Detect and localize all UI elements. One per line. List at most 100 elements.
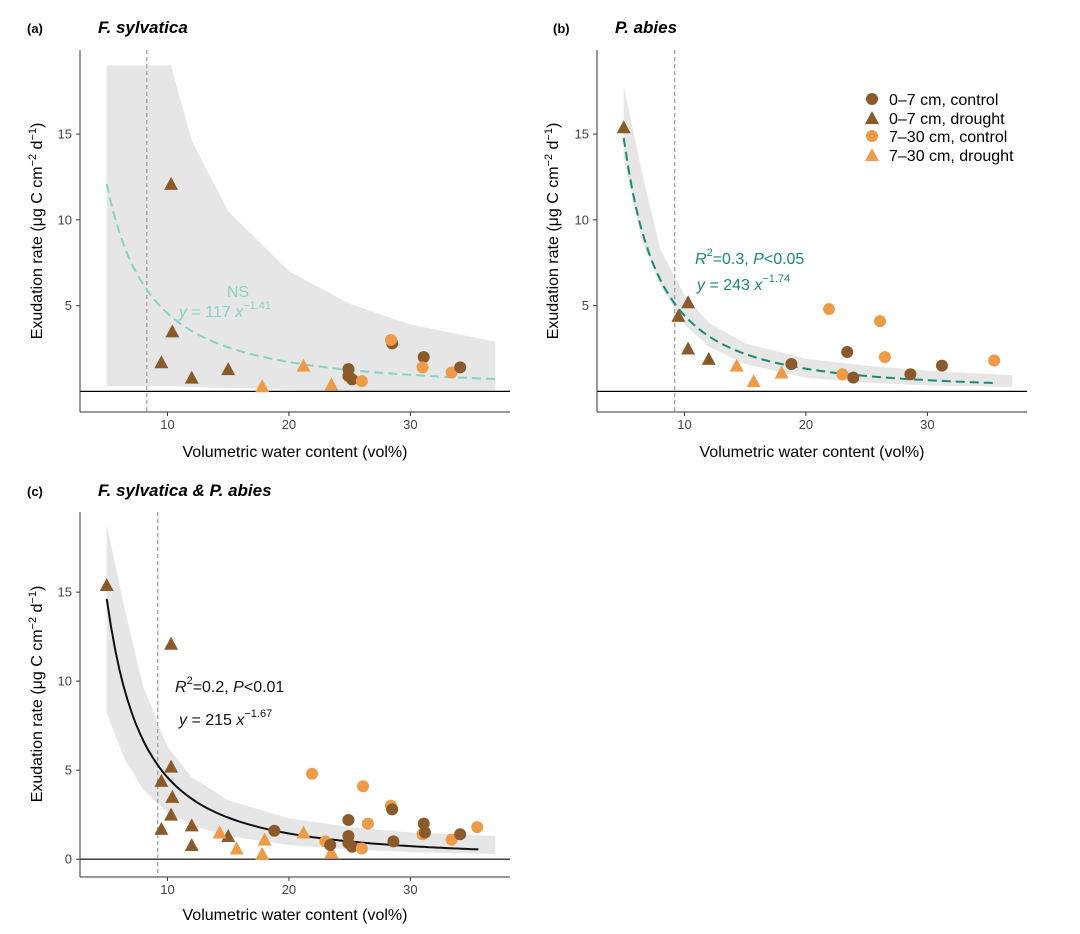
data-point-circle (417, 817, 430, 830)
y-axis-label: Exudation rate (μg C cm−2 d−1) (27, 123, 46, 340)
data-point-triangle (164, 807, 179, 821)
confidence-band (106, 65, 496, 391)
data-point-circle (878, 351, 891, 364)
data-point-circle (874, 315, 887, 328)
data-point-triangle (154, 821, 169, 835)
data-point-triangle (154, 773, 169, 787)
data-point-triangle (746, 374, 761, 388)
data-point-triangle (729, 358, 744, 372)
x-axis-label: Volumetric water content (vol%) (700, 444, 925, 461)
panel-title: F. sylvatica (98, 18, 188, 37)
data-point-circle (306, 767, 319, 780)
data-point-circle (346, 840, 359, 853)
x-tick-label: 10 (160, 417, 174, 432)
data-point-circle (935, 359, 948, 372)
data-point-circle (417, 351, 430, 364)
y-axis-label: Exudation rate (μg C cm−2 d−1) (543, 123, 562, 340)
data-point-triangle (164, 759, 179, 773)
fit-equation: y = 215 x−1.67 (178, 708, 272, 729)
data-point-triangle (184, 370, 199, 384)
data-point-circle (836, 368, 849, 381)
legend-marker (866, 130, 878, 142)
panel-label: (a) (27, 21, 43, 36)
data-point-triangle (701, 351, 716, 365)
data-point-circle (454, 828, 467, 841)
plot-area (80, 512, 510, 877)
panel-title: F. sylvatica & P. abies (98, 481, 272, 500)
data-point-triangle (221, 829, 236, 843)
x-tick-label: 30 (920, 417, 934, 432)
y-tick-label: 0 (65, 852, 72, 867)
legend-item: 7–30 cm, drought (865, 148, 1014, 165)
data-point-circle (823, 303, 836, 316)
confidence-band (106, 524, 496, 854)
legend-marker (865, 111, 879, 124)
data-point-circle (324, 838, 337, 851)
y-tick-label: 5 (582, 298, 589, 313)
data-point-circle (361, 817, 374, 830)
y-tick-label: 10 (575, 212, 589, 227)
x-tick-label: 20 (282, 417, 296, 432)
legend-label: 7–30 cm, control (889, 129, 1007, 146)
fit-statistics: R2=0.2, P<0.01 (175, 675, 284, 696)
panel-label: (b) (553, 21, 570, 36)
data-point-circle (841, 345, 854, 358)
axis-ticks: 10 20 30 5 10 15 (58, 127, 418, 432)
data-point-triangle (255, 846, 270, 860)
data-point-triangle (257, 832, 272, 846)
data-point-circle (342, 814, 355, 827)
legend-marker (866, 93, 878, 105)
data-point-circle (471, 821, 484, 834)
data-point-circle (988, 354, 1001, 367)
panel-a: (a) F. sylvatica 10 20 30 5 10 15 Volumetric … (27, 18, 510, 461)
data-point-triangle (165, 324, 180, 338)
data-point-triangle (164, 636, 179, 650)
data-point-circle (785, 357, 798, 370)
x-tick-label: 20 (799, 417, 813, 432)
data-point-triangle (212, 825, 227, 839)
legend-label: 0–7 cm, drought (889, 111, 1005, 128)
legend: 0–7 cm, control 0–7 cm, drought 7–30 cm,… (865, 92, 1014, 165)
data-point-triangle (616, 120, 631, 134)
data-point-triangle (671, 308, 686, 322)
data-point-circle (346, 373, 359, 386)
significance-label: NS (227, 284, 249, 301)
data-point-circle (454, 361, 467, 374)
data-point-circle (904, 368, 917, 381)
legend-item: 7–30 cm, control (866, 129, 1007, 146)
legend-item: 0–7 cm, control (866, 92, 998, 109)
y-tick-label: 5 (65, 298, 72, 313)
plot-area (80, 50, 510, 412)
fit-curve (105, 598, 479, 851)
data-point-triangle (221, 362, 236, 376)
data-point-triangle (255, 379, 270, 393)
y-axis-label: Exudation rate (μg C cm−2 d−1) (27, 586, 46, 803)
data-point-circle (416, 361, 429, 374)
plot-area (597, 50, 1027, 412)
data-point-circle (355, 375, 368, 388)
x-tick-label: 20 (282, 882, 296, 897)
panel-label: (c) (27, 484, 43, 499)
fit-equation: y = 243 x−1.74 (696, 273, 790, 294)
data-point-circle (357, 780, 370, 793)
data-point-triangle (324, 377, 339, 391)
panel-title: P. abies (615, 18, 677, 37)
data-point-triangle (681, 341, 696, 355)
fit-curve (105, 183, 496, 381)
x-axis-label: Volumetric water content (vol%) (183, 444, 408, 461)
y-tick-label: 5 (65, 763, 72, 778)
axis-ticks: 10 20 30 0 5 10 15 (58, 585, 418, 897)
data-point-circle (384, 333, 397, 346)
y-tick-label: 15 (575, 127, 589, 142)
data-point-triangle (774, 365, 789, 379)
data-point-circle (355, 842, 368, 855)
y-tick-label: 15 (58, 127, 72, 142)
axis-ticks: 10 20 30 5 10 15 (575, 127, 935, 432)
legend-item: 0–7 cm, drought (865, 111, 1005, 128)
legend-marker (865, 148, 879, 161)
data-point-circle (387, 835, 400, 848)
data-point-triangle (229, 841, 244, 855)
fit-curve (622, 137, 996, 385)
panel-c: (c) F. sylvatica & P. abies 10 20 30 0 5 10 15… (27, 481, 510, 924)
data-point-triangle (164, 176, 179, 190)
